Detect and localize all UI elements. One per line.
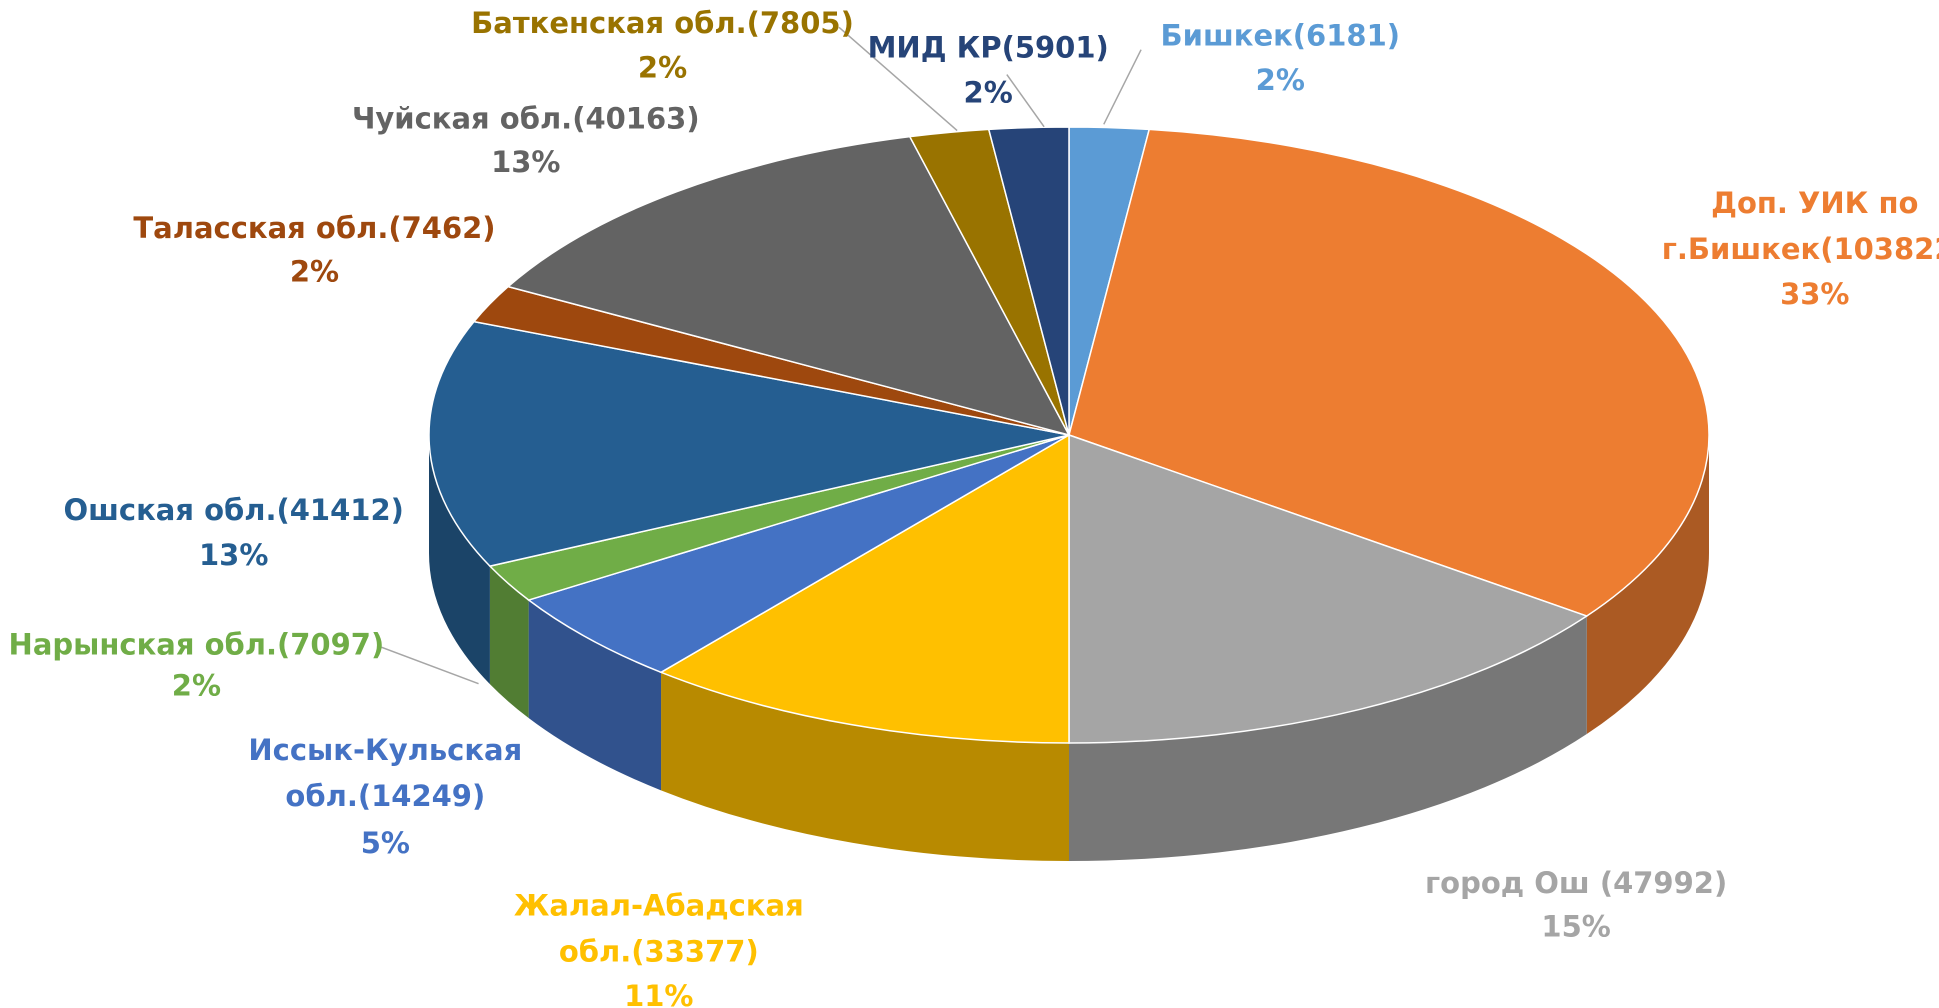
slice-percent: 13%: [199, 538, 268, 572]
slice-percent: 33%: [1780, 277, 1849, 311]
slice-label: Доп. УИК по: [1711, 186, 1918, 220]
slice-percent: 15%: [1541, 910, 1610, 944]
leader-line: [838, 26, 958, 132]
pie-slice: [1068, 433, 1589, 744]
slice-percent: 2%: [172, 668, 221, 702]
slice-label: Ошская обл.(41412): [63, 493, 403, 527]
slice-label: Иссык-Кульская: [248, 733, 522, 767]
slice-percent: 5%: [361, 826, 410, 860]
slice-label: Нарынская обл.(7097): [9, 627, 385, 661]
slice-label: Таласская обл.(7462): [133, 211, 495, 245]
slice-percent: 2%: [290, 254, 339, 288]
slice-label: Чуйская обл.(40163): [352, 102, 700, 136]
pie-slice: [506, 135, 1071, 437]
pie-slice: [1068, 128, 1710, 617]
pie-side: [661, 672, 1069, 861]
slice-label: обл.(14249): [285, 779, 485, 813]
pie-side: [528, 600, 662, 791]
slice-percent: 2%: [1256, 63, 1305, 97]
pie-slice: [428, 320, 1070, 567]
pie-side: [1586, 435, 1709, 735]
leader-line: [1103, 49, 1142, 125]
pie-slice: [527, 434, 1070, 674]
pie-slice: [987, 126, 1070, 436]
slice-label: город Ош (47992): [1425, 866, 1727, 900]
leader-line: [1006, 74, 1045, 128]
pie-side: [489, 566, 529, 719]
pie-side: [1069, 616, 1587, 861]
slice-label: обл.(33377): [559, 934, 759, 968]
side-walls: [429, 435, 1709, 861]
pie-side: [429, 435, 490, 685]
slice-percent: 11%: [624, 979, 693, 1008]
slice-label: Баткенская обл.(7805): [471, 6, 854, 40]
top-faces: [428, 126, 1710, 744]
slice-percent: 2%: [638, 51, 687, 85]
slice-label: Жалал-Абадская: [514, 888, 804, 922]
slice-label: Бишкек(6181): [1161, 18, 1400, 52]
pie-slice: [659, 433, 1070, 744]
slice-percent: 13%: [491, 145, 560, 179]
slice-label: МИД КР(5901): [868, 31, 1109, 65]
leader-line: [378, 645, 479, 685]
slice-percent: 2%: [964, 75, 1013, 109]
slice-label: г.Бишкек(103822): [1662, 232, 1939, 266]
